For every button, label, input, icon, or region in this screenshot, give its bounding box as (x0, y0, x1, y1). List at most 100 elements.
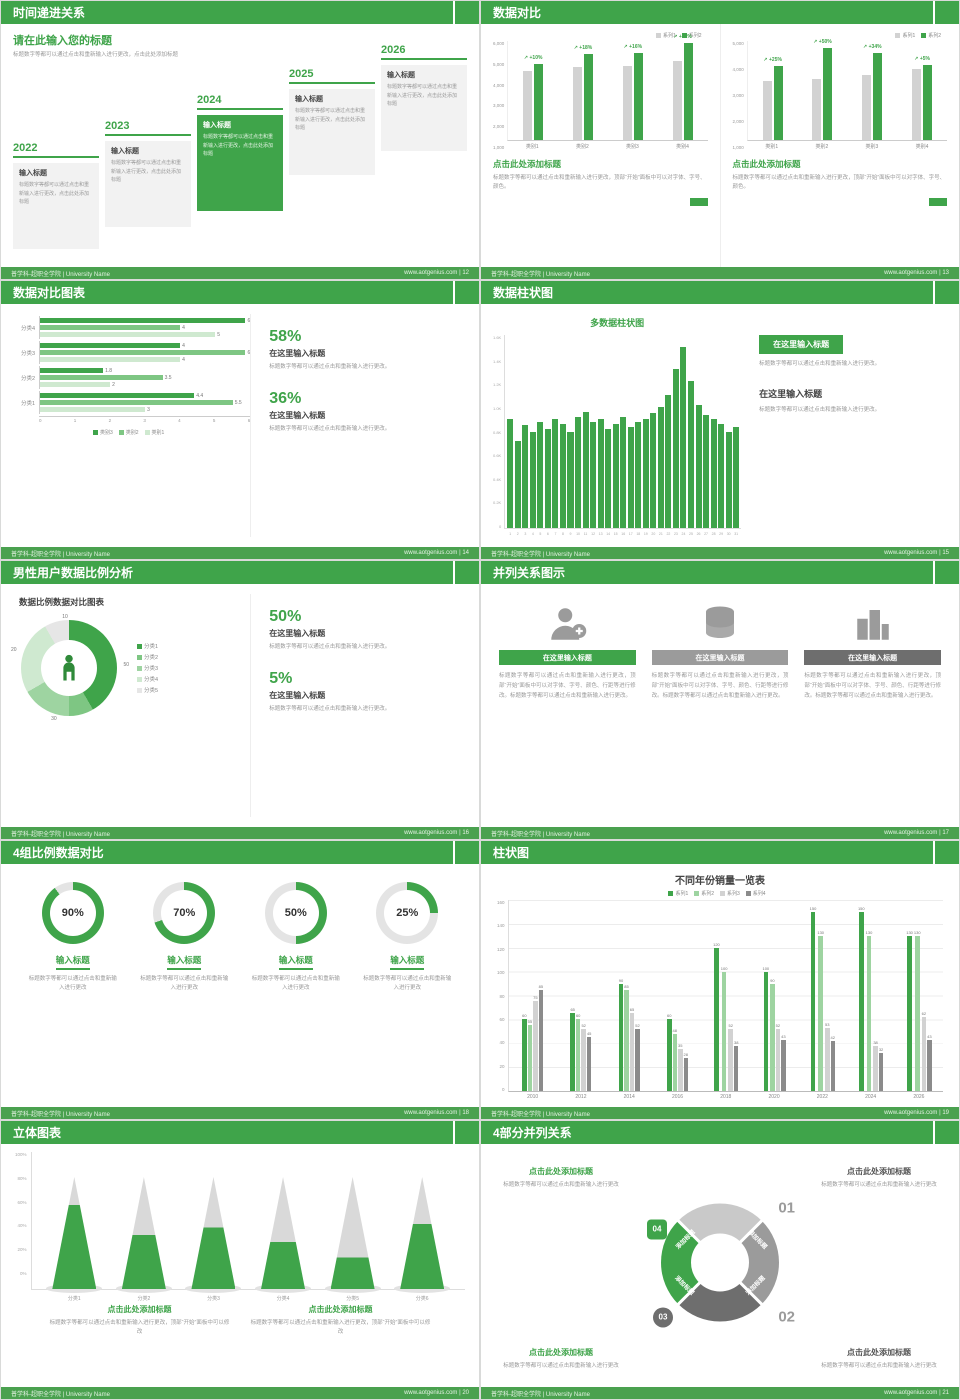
milestone-box: 输入标题 标题数字等都可以通过点击和重新输入进行更改，点击此处添加标题 (105, 141, 191, 227)
bar-group: 60 55 75 85 2010 (522, 983, 544, 1100)
segment-label: 添加标题 (745, 1229, 768, 1251)
milestone-body: 标题数字等都可以通过点击和重新输入进行更改，点击此处添加标题 (111, 160, 182, 183)
bar-row: 分类4 6 4 5 (20, 316, 251, 339)
y-axis: 160 140 120 100 80 60 40 20 0 (497, 900, 505, 1092)
chart-legend: 系列1 系列2 系列3 系列4 (497, 890, 943, 897)
circular-diagram: 添加标题 添加标题 添加标题 添加标题 01 02 03 04 (647, 1199, 795, 1327)
bar: 21 (657, 335, 664, 536)
building-icon (804, 598, 941, 650)
header-endcap (933, 281, 959, 304)
comparison-panel: 系列1 系列2 5,000 4,000 3,000 2,000 1,000 ↗ +25% ↗… (719, 24, 960, 267)
stat-block: 36% 在这里输入标题 标题数字等都可以通过点击和重新输入进行更改。 (269, 390, 467, 434)
grouped-column-chart: 系列1 系列2 系列3 系列4 160 140 120 100 80 60 40 20 0 60 55 75 8… (497, 887, 943, 1101)
header-endcap (453, 281, 479, 304)
slide-grouped-column-chart[interactable]: 柱状图 不同年份销量一览表 系列1 系列2 系列3 系列4 160 140 120 100 80… (481, 841, 959, 1119)
slide-footer: 普学科-超职全学院 | University Name www.aotgeniu… (481, 1107, 959, 1119)
page-subtitle: 标题数字等都可以通过点击和重新输入进行更改，点击此处添加标题 (13, 52, 179, 58)
bar (672, 60, 682, 140)
block-body: 标题数字等都可以通过点击和重新输入进行更改。 (759, 361, 881, 367)
timeline: 2022 输入标题 标题数字等都可以通过点击和重新输入进行更改，点击此处添加标题… (13, 38, 467, 249)
bar (812, 78, 822, 140)
slide-header: 并列关系图示 (481, 561, 959, 584)
legend-item: 类别2 (118, 429, 139, 436)
bar: 6 (544, 335, 551, 536)
bar: 28 (710, 335, 717, 536)
slide-male-user-ratio[interactable]: 男性用户数据比例分析 数据比例数据对比图表 10 50 30 20 分类1 分类2 分类3 分… (1, 561, 479, 839)
header-endcap (933, 1, 959, 24)
ring-percentage: 70% (161, 890, 208, 936)
bar (667, 1019, 672, 1091)
cone: 分类5 (324, 1177, 381, 1302)
milestone-year: 2023 (105, 120, 191, 136)
chart-legend: 类别3 类别2 类别1 (13, 429, 250, 436)
progress-ring: 50% (264, 882, 327, 944)
block-body: 标题数字等都可以通过点击和重新输入进行更改 (821, 1362, 937, 1369)
bar-group: ↗ +10% (508, 41, 558, 140)
bar: 8 (559, 335, 566, 536)
slide-header: 男性用户数据比例分析 (1, 561, 479, 584)
slide-header-title: 数据对比 (493, 6, 542, 20)
slide-footer: 普学科-超职全学院 | University Name www.aotgeniu… (481, 1387, 959, 1399)
bar (912, 68, 922, 140)
badge-title: 在这里输入标题 (759, 335, 844, 354)
block-body: 标题数字等都可以通过点击和重新输入进行更改 (503, 1182, 619, 1188)
bar (823, 47, 833, 140)
chart-title: 不同年份销量一览表 (675, 876, 765, 887)
y-axis: 6,000 5,000 4,000 3,000 2,000 1,000 (493, 41, 505, 150)
footer-left: 普学科-超职全学院 | University Name (11, 551, 110, 558)
bar: 29 (718, 335, 725, 536)
x-axis: 类别1 类别2 类别3 类别4 (765, 144, 929, 150)
block-title: 点击此处添加标题 (493, 159, 562, 169)
slide-data-comparison[interactable]: 数据对比 系列1 系列2 6,000 5,000 4,000 3,000 2,000 1,00… (481, 1, 959, 279)
card-title: 输入标题 (55, 954, 90, 970)
bar-group: ↗ +25% (748, 41, 798, 140)
bar (633, 53, 643, 140)
bar (624, 989, 629, 1091)
slide-four-part-relation[interactable]: 4部分并列关系 点击此处添加标题 标题数字等都可以通过点击和重新输入进行更改 点… (481, 1121, 959, 1399)
legend-item: 系列2 (694, 890, 714, 897)
card-body: 标题数字等都可以通过点击和重新输入进行更改 (28, 976, 117, 992)
bar (40, 343, 181, 348)
text-block: 点击此处添加标题 标题数字等都可以通过点击和重新输入进行更改，顶部“开始”面板中… (251, 1304, 431, 1338)
block-title: 点击此处添加标题 (732, 159, 801, 169)
bar (522, 1019, 527, 1091)
text-block: 点击此处添加标题 标题数字等都可以通过点击和重新输入进行更改 (813, 1347, 945, 1371)
bar (830, 1040, 836, 1091)
bar (873, 1045, 878, 1091)
bar (581, 1028, 586, 1091)
bar (810, 911, 816, 1091)
bar (683, 1057, 688, 1091)
header-endcap (453, 1121, 479, 1144)
stat-block: 50% 在这里输入标题 标题数字等都可以通过点击和重新输入进行更改。 (269, 608, 467, 652)
chart-legend: 系列1 系列2 (493, 32, 708, 39)
bar: 24 (680, 335, 687, 536)
legend-item: 分类4 (137, 675, 158, 683)
segment-label: 添加标题 (675, 1229, 697, 1251)
slide-footer: 普学科-超职全学院 | University Name www.aotgeniu… (481, 547, 959, 559)
block-body: 标题数字等都可以通过点击和重新输入进行更改 (821, 1182, 937, 1188)
slide-four-ratio-comparison[interactable]: 4组比例数据对比 90% 输入标题 标题数字等都可以通过点击和重新输入进行更改 … (1, 841, 479, 1119)
item-body: 标题数字等都可以通过点击和重新输入进行更改，顶部“开始”面板中可以对字体、字号、… (651, 673, 789, 699)
bar: 31 (733, 335, 740, 536)
slice-value: 10 (62, 614, 68, 620)
bar: 25 (687, 335, 695, 536)
ratio-card: 90% 输入标题 标题数字等都可以通过点击和重新输入进行更改 (23, 882, 123, 1107)
slide-time-progression[interactable]: 时间递进关系 请在此输入您的标题 标题数字等都可以通过点击和重新输入进行更改，点… (1, 1, 479, 279)
footer-left: 普学科-超职全学院 | University Name (491, 1391, 590, 1398)
legend-item: 系列1 (668, 890, 688, 897)
slide-3d-chart[interactable]: 立体图表 100% 80% 60% 40% 20% 0% 分类1 分类2 分类3 分类4 分类5 分类… (1, 1121, 479, 1399)
slide-column-chart[interactable]: 数据柱状图 多数据柱状图 1.6K 1.4K 1.2K 1.0K 0.8K 0.6K 0.4… (481, 281, 959, 559)
slide-comparison-chart[interactable]: 数据对比图表 分类4 6 4 5 分类3 4 6 4 分类2 1.8 3.5 2 分类1 4.4 5.5 3 0… (1, 281, 479, 559)
bar: 1 (507, 335, 514, 536)
slide-parallel-relation[interactable]: 并列关系图示 在这里输入标题 标题数字等都可以通过点击和重新输入进行更改，顶部“… (481, 561, 959, 839)
slide-footer: 普学科-超职全学院 | University Name www.aotgeniu… (1, 1107, 479, 1119)
stat-title: 在这里输入标题 (269, 349, 326, 358)
slide-header-title: 4部分并列关系 (493, 1126, 572, 1140)
bar (927, 1039, 932, 1091)
slide-header-title: 男性用户数据比例分析 (13, 566, 134, 580)
text-block: 点击此处添加标题 标题数字等都可以通过点击和重新输入进行更改，顶部“开始”面板中… (50, 1304, 230, 1338)
block-body: 标题数字等都可以通过点击和重新输入进行更改。 (759, 407, 881, 414)
bar (921, 1017, 927, 1091)
bar: 22 (665, 335, 672, 536)
progress-ring: 25% (376, 882, 439, 944)
